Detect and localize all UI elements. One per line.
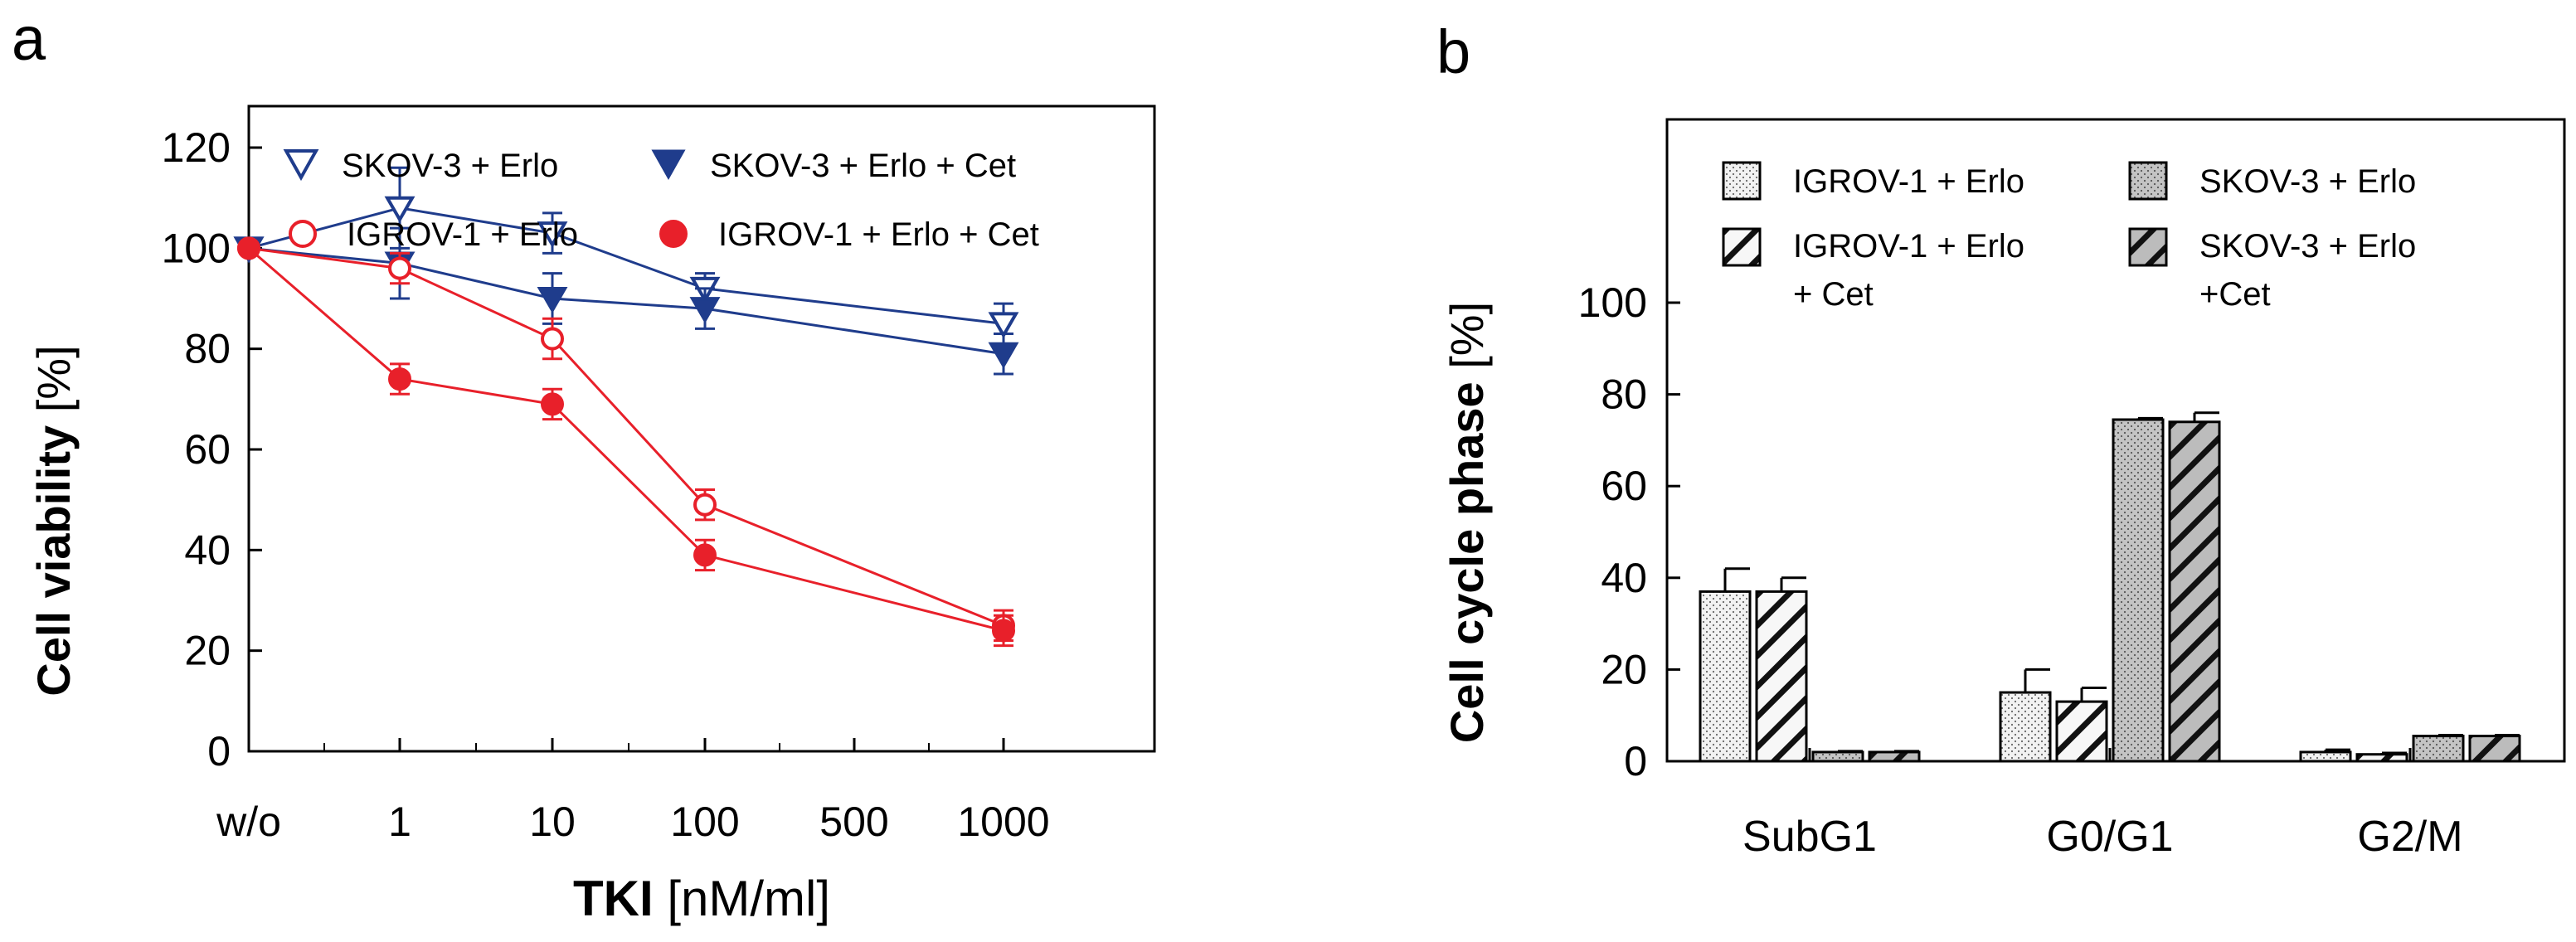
- y-tick-label-a-80: 80: [184, 326, 231, 372]
- x-tick-label-a-1000: 1000: [957, 799, 1049, 845]
- x-tick-label-a-500: 500: [819, 799, 888, 845]
- data-point-skov-3-erlo-cet-4: [988, 342, 1019, 369]
- y-tick-label-b-0: 0: [1624, 738, 1647, 784]
- data-point-skov-3-erlo-cet-3: [689, 297, 721, 324]
- x-tick-label-a-w-o: w/o: [216, 799, 281, 845]
- legend-label-igrov1-erlo-cet-b: IGROV-1 + Erlo: [1793, 228, 2024, 265]
- data-point-igrov-1-erlo-cet-2: [541, 392, 564, 416]
- legend-label-skov3-erlo-cet-b-line2: +Cet: [2199, 276, 2271, 313]
- data-point-igrov-1-erlo-cet-1: [388, 367, 411, 391]
- x-axis-b: SubG1 G0/G1 G2/M: [1742, 748, 2463, 861]
- legend-a: SKOV-3 + Erlo SKOV-3 + Erlo + Cet IGROV-…: [283, 148, 1039, 253]
- data-point-skov-3-erlo-2: [537, 221, 568, 249]
- legend-label-skov3-erlo-b: SKOV-3 + Erlo: [2199, 163, 2416, 200]
- x-tick-label-b-subg1: SubG1: [1742, 813, 1877, 861]
- legend-swatch-skov3-erlo-cet: [2128, 227, 2168, 267]
- series-line-igrov-1-erlo: [248, 246, 1004, 627]
- y-tick-label-b-100: 100: [1578, 279, 1647, 326]
- y-tick-label-b-60: 60: [1601, 463, 1647, 509]
- data-point-skov-3-erlo-cet-2: [537, 287, 568, 314]
- legend-item-skov3-erlo-cet: SKOV-3 + Erlo + Cet: [651, 148, 1016, 184]
- y-tick-label-a-100: 100: [162, 225, 231, 271]
- x-tick-label-a-1: 1: [388, 799, 411, 845]
- y-axis-a: 0 20 40 60 80 100 120: [162, 124, 262, 774]
- bar-igrov-1-erlo-subg1: [1699, 590, 1752, 763]
- bar-igrov-1-erlo-cet-g2-m: [2355, 753, 2408, 763]
- panel-b: b 0 20 40 60 80 100 SubG1 G0/G1 G2/M IGROV-1 + …: [1436, 17, 2566, 861]
- y-tick-label-a-40: 40: [184, 527, 231, 573]
- data-point-igrov-1-erlo-2: [541, 327, 564, 351]
- y-tick-label-a-60: 60: [184, 426, 231, 473]
- panel-label-a: a: [12, 4, 46, 73]
- legend-label-skov3-erlo-cet-b: SKOV-3 + Erlo: [2199, 228, 2416, 265]
- data-point-skov-3-erlo-1: [384, 196, 416, 223]
- legend-label-igrov1-erlo: IGROV-1 + Erlo: [347, 216, 578, 253]
- y-tick-label-a-20: 20: [184, 628, 231, 674]
- bar-igrov-1-erlo-g2-m: [2299, 750, 2352, 763]
- legend-item-skov3-erlo-b: SKOV-3 + Erlo: [2128, 161, 2416, 201]
- x-tick-label-a-100: 100: [670, 799, 739, 845]
- legend-item-igrov1-erlo-cet: IGROV-1 + Erlo + Cet: [659, 216, 1039, 253]
- legend-item-igrov1-erlo-b: IGROV-1 + Erlo: [1722, 161, 2024, 201]
- y-tick-label-b-20: 20: [1601, 646, 1647, 692]
- legend-label-igrov1-erlo-cet: IGROV-1 + Erlo + Cet: [718, 216, 1039, 253]
- y-tick-label-a-0: 0: [207, 728, 231, 774]
- legend-item-skov3-erlo: SKOV-3 + Erlo: [283, 148, 558, 184]
- y-axis-title-b: Cell cycle phase [%]: [1441, 302, 1493, 743]
- bar-igrov-1-erlo-cet-g0-g1: [2055, 700, 2108, 763]
- legend-label-igrov1-erlo-cet-b-line2: + Cet: [1793, 276, 1874, 313]
- y-tick-label-b-40: 40: [1601, 555, 1647, 601]
- legend-marker-igrov1-erlo: [289, 220, 317, 248]
- legend-swatch-skov3-erlo: [2128, 161, 2168, 201]
- data-point-igrov-1-erlo-cet-0: [237, 236, 260, 260]
- bar-skov-3-erlo-g2-m: [2412, 735, 2465, 763]
- bar-skov-3-erlo-cet-subg1: [1868, 750, 1921, 763]
- legend-label-skov3-erlo: SKOV-3 + Erlo: [342, 148, 558, 184]
- y-tick-label-b-80: 80: [1601, 371, 1647, 418]
- bars-group-b: [1699, 411, 2521, 763]
- data-point-igrov-1-erlo-3: [693, 493, 717, 517]
- y-tick-label-a-120: 120: [162, 124, 231, 171]
- data-point-skov-3-erlo-4: [988, 312, 1019, 339]
- series-group-a: [233, 166, 1019, 648]
- legend-item-igrov1-erlo-cet-b: IGROV-1 + Erlo + Cet: [1722, 227, 2024, 313]
- y-axis-b: 0 20 40 60 80 100: [1578, 279, 1680, 784]
- data-point-igrov-1-erlo-1: [388, 256, 411, 280]
- legend-swatch-igrov1-erlo-cet: [1722, 227, 1762, 267]
- bar-igrov-1-erlo-g0-g1: [1999, 691, 2052, 763]
- bar-skov-3-erlo-subg1: [1811, 750, 1864, 763]
- legend-marker-igrov1-erlo-cet: [659, 220, 688, 248]
- x-tick-label-a-10: 10: [529, 799, 576, 845]
- data-point-igrov-1-erlo-cet-4: [992, 619, 1015, 643]
- legend-marker-skov3-erlo-cet: [651, 149, 686, 181]
- x-axis-a: w/o 1 10 100 500 1000: [216, 738, 1050, 845]
- legend-label-igrov1-erlo-b: IGROV-1 + Erlo: [1793, 163, 2024, 200]
- bar-skov-3-erlo-cet-g0-g1: [2168, 420, 2221, 763]
- bar-igrov-1-erlo-cet-subg1: [1755, 590, 1808, 763]
- bar-skov-3-erlo-g0-g1: [2112, 418, 2165, 763]
- legend-item-igrov1-erlo: IGROV-1 + Erlo: [289, 216, 578, 253]
- y-axis-title-a: Cell viability [%]: [27, 345, 80, 696]
- legend-item-skov3-erlo-cet-b: SKOV-3 + Erlo +Cet: [2128, 227, 2416, 313]
- plot-frame-a: [247, 104, 1156, 753]
- x-axis-title-a: TKI [nM/ml]: [573, 871, 830, 926]
- legend-swatch-igrov1-erlo: [1722, 161, 1762, 201]
- x-tick-label-b-g0-g1: G0/G1: [2046, 813, 2173, 861]
- data-point-igrov-1-erlo-cet-3: [693, 543, 717, 567]
- bar-skov-3-erlo-cet-g2-m: [2468, 735, 2521, 763]
- legend-label-skov3-erlo-cet: SKOV-3 + Erlo + Cet: [710, 148, 1016, 184]
- panel-label-b: b: [1436, 17, 1470, 86]
- panel-a: a 0 20 40 60 80 100 120 w/o 1 10 100 500 1000 SKOV-…: [12, 4, 1156, 926]
- x-tick-label-b-g2-m: G2/M: [2357, 813, 2462, 861]
- series-line-igrov-1-erlo-cet: [248, 247, 1004, 632]
- legend-marker-skov3-erlo: [283, 149, 319, 182]
- legend-b: IGROV-1 + Erlo IGROV-1 + Erlo + Cet SKOV…: [1722, 161, 2416, 313]
